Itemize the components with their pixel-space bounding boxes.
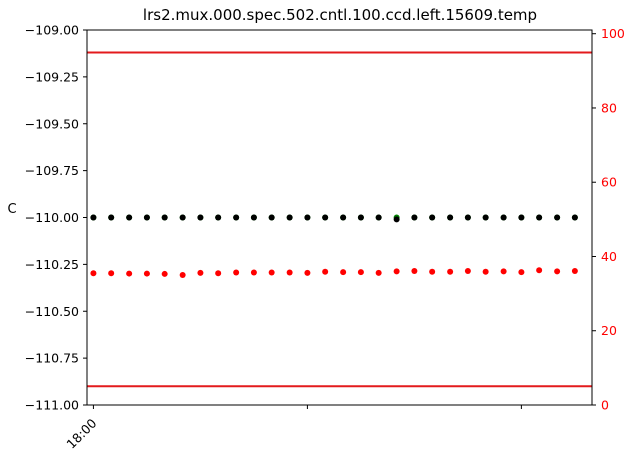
- left-tick-label: −110.50: [25, 304, 79, 319]
- data-point: [411, 214, 418, 221]
- left-tick-label: −109.50: [25, 116, 79, 131]
- right-tick-label: 40: [601, 249, 617, 264]
- right-tick-label: 80: [601, 100, 617, 115]
- data-point: [108, 214, 115, 221]
- left-tick-label: −110.00: [25, 210, 79, 225]
- data-point: [447, 268, 454, 275]
- data-point: [215, 270, 222, 277]
- data-point: [411, 267, 418, 274]
- data-point: [464, 214, 471, 221]
- data-point: [286, 269, 293, 276]
- right-tick-label: 0: [601, 398, 609, 413]
- data-point: [161, 270, 168, 277]
- data-point: [571, 267, 578, 274]
- data-point: [233, 269, 240, 276]
- data-point: [161, 214, 168, 221]
- data-point: [143, 270, 150, 277]
- data-point: [500, 268, 507, 275]
- data-point: [536, 214, 543, 221]
- data-point: [482, 214, 489, 221]
- left-axis-ticks: −109.00 −109.25 −109.50 −109.75 −110.00 −110.…: [25, 23, 87, 413]
- data-point: [322, 268, 329, 275]
- data-point: [90, 214, 97, 221]
- data-point: [429, 268, 436, 275]
- y-axis-label: C: [7, 202, 16, 217]
- data-point: [393, 216, 400, 223]
- data-point: [393, 268, 400, 275]
- data-point: [215, 214, 222, 221]
- data-point: [126, 270, 133, 277]
- data-point: [518, 214, 525, 221]
- data-points: [90, 214, 578, 279]
- data-point: [554, 268, 561, 275]
- data-point: [482, 268, 489, 275]
- data-point: [179, 214, 186, 221]
- data-point: [554, 214, 561, 221]
- right-tick-label: 60: [601, 175, 617, 190]
- data-point: [286, 214, 293, 221]
- data-point: [126, 214, 133, 221]
- data-point: [518, 269, 525, 276]
- left-tick-label: −109.75: [25, 163, 79, 178]
- bottom-axis-ticks: 18:00: [63, 405, 522, 452]
- data-point: [250, 214, 257, 221]
- left-tick-label: −111.00: [25, 398, 79, 413]
- data-point: [340, 269, 347, 276]
- data-point: [447, 214, 454, 221]
- chart-title: lrs2.mux.000.spec.502.cntl.100.ccd.left.…: [143, 6, 537, 24]
- data-point: [375, 214, 382, 221]
- left-tick-label: −110.75: [25, 351, 79, 366]
- data-point: [322, 214, 329, 221]
- left-tick-label: −109.25: [25, 69, 79, 84]
- data-point: [340, 214, 347, 221]
- data-point: [304, 269, 311, 276]
- data-point: [429, 214, 436, 221]
- data-point: [143, 214, 150, 221]
- plot-frame: [86, 29, 593, 406]
- right-axis-ticks: 0 20 40 60 80 100: [592, 26, 625, 413]
- data-point: [268, 214, 275, 221]
- data-point: [536, 267, 543, 274]
- data-point: [197, 214, 204, 221]
- data-point: [357, 269, 364, 276]
- data-point: [304, 214, 311, 221]
- data-point: [268, 269, 275, 276]
- data-point: [179, 272, 186, 279]
- limit-lines: [87, 51, 592, 388]
- data-point: [571, 214, 578, 221]
- right-tick-label: 100: [601, 26, 625, 41]
- left-tick-label: −110.25: [25, 257, 79, 272]
- data-point: [375, 269, 382, 276]
- data-point: [108, 270, 115, 277]
- data-point: [250, 269, 257, 276]
- bottom-tick-label: 18:00: [63, 415, 99, 451]
- left-tick-label: −109.00: [25, 23, 79, 38]
- data-point: [500, 214, 507, 221]
- data-point: [357, 214, 364, 221]
- data-point: [233, 214, 240, 221]
- data-point: [197, 269, 204, 276]
- data-point: [464, 267, 471, 274]
- right-tick-label: 20: [601, 323, 617, 338]
- data-point: [90, 270, 97, 277]
